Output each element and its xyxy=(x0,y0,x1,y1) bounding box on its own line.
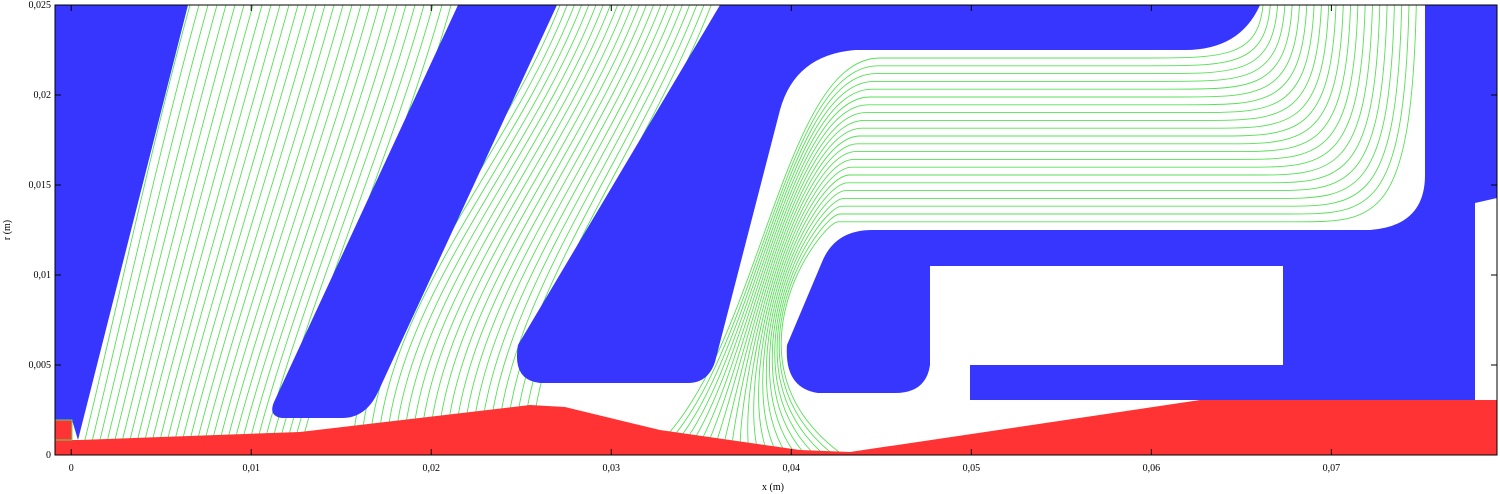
field-line xyxy=(216,4,353,453)
field-line xyxy=(470,4,662,453)
electrode xyxy=(55,5,188,440)
field-line xyxy=(171,4,299,453)
field-line xyxy=(769,4,1381,453)
field-line xyxy=(231,4,371,453)
field-line xyxy=(89,4,200,453)
field-line xyxy=(453,4,647,453)
field-line xyxy=(487,4,676,453)
field-line xyxy=(164,4,290,453)
electrode xyxy=(272,5,557,418)
field-line xyxy=(194,4,326,453)
field-line xyxy=(504,4,691,453)
field-line xyxy=(758,4,1359,453)
field-line xyxy=(179,4,308,453)
field-line xyxy=(496,4,683,453)
x-tick-label: 0,06 xyxy=(1143,463,1161,474)
field-line xyxy=(224,4,362,453)
field-line xyxy=(513,4,698,453)
field-line xyxy=(149,4,272,453)
field-line xyxy=(134,4,254,453)
field-line xyxy=(649,4,1264,453)
y-tick-label: 0,005 xyxy=(29,360,52,371)
field-line xyxy=(479,4,669,453)
electrode xyxy=(516,5,1260,383)
x-tick-label: 0,07 xyxy=(1323,463,1341,474)
y-tick-label: 0,015 xyxy=(29,180,52,191)
field-line xyxy=(721,4,1322,453)
field-line xyxy=(712,4,1315,453)
field-line xyxy=(747,4,1344,453)
field-line xyxy=(462,4,655,453)
field-line xyxy=(445,4,640,453)
y-tick-label: 0,01 xyxy=(34,270,52,281)
y-tick-label: 0,025 xyxy=(29,0,52,11)
field-line xyxy=(428,4,626,453)
field-line xyxy=(96,4,209,453)
field-line xyxy=(201,4,335,453)
field-line xyxy=(81,4,191,453)
field-line xyxy=(703,4,1308,453)
y-tick-label: 0 xyxy=(46,450,51,461)
field-line xyxy=(402,4,604,453)
plot-frame xyxy=(54,4,1498,456)
field-line xyxy=(126,4,245,453)
field-line xyxy=(685,4,1293,453)
x-axis-label: x (m) xyxy=(762,482,784,493)
field-line xyxy=(209,4,344,453)
field-line xyxy=(377,4,583,453)
field-line xyxy=(730,4,1330,453)
beam xyxy=(55,400,1497,455)
field-line xyxy=(111,4,227,453)
x-tick-label: 0,05 xyxy=(963,463,981,474)
field-line xyxy=(186,4,317,453)
field-line xyxy=(119,4,236,453)
x-tick-label: 0,03 xyxy=(603,463,621,474)
field-line xyxy=(694,4,1300,453)
x-tick-label: 0,02 xyxy=(423,463,441,474)
field-line xyxy=(658,4,1271,453)
field-line xyxy=(394,4,597,453)
field-line xyxy=(739,4,1337,453)
field-line xyxy=(239,4,380,453)
field-line xyxy=(765,4,1373,453)
field-line xyxy=(778,4,1410,453)
field-lines xyxy=(81,4,1417,453)
field-line xyxy=(772,4,1388,453)
x-tick-label: 0,04 xyxy=(783,463,801,474)
field-line xyxy=(676,4,1286,453)
field-line xyxy=(753,4,1352,453)
x-tick-label: 0 xyxy=(69,463,74,474)
field-line xyxy=(254,4,398,453)
field-line xyxy=(774,4,1395,453)
field-line xyxy=(436,4,633,453)
x-tick-label: 0,01 xyxy=(242,463,260,474)
field-line xyxy=(780,4,1417,453)
field-line xyxy=(104,4,218,453)
field-line xyxy=(762,4,1366,453)
field-line xyxy=(385,4,590,453)
field-line xyxy=(667,4,1279,453)
y-tick-label: 0,02 xyxy=(34,90,52,101)
field-line xyxy=(411,4,611,453)
y-axis-label: r (m) xyxy=(2,220,13,240)
electrode xyxy=(786,5,1497,400)
field-line xyxy=(419,4,619,453)
field-line xyxy=(776,4,1403,453)
field-line xyxy=(246,4,389,453)
field-line xyxy=(141,4,263,453)
field-line xyxy=(156,4,281,453)
